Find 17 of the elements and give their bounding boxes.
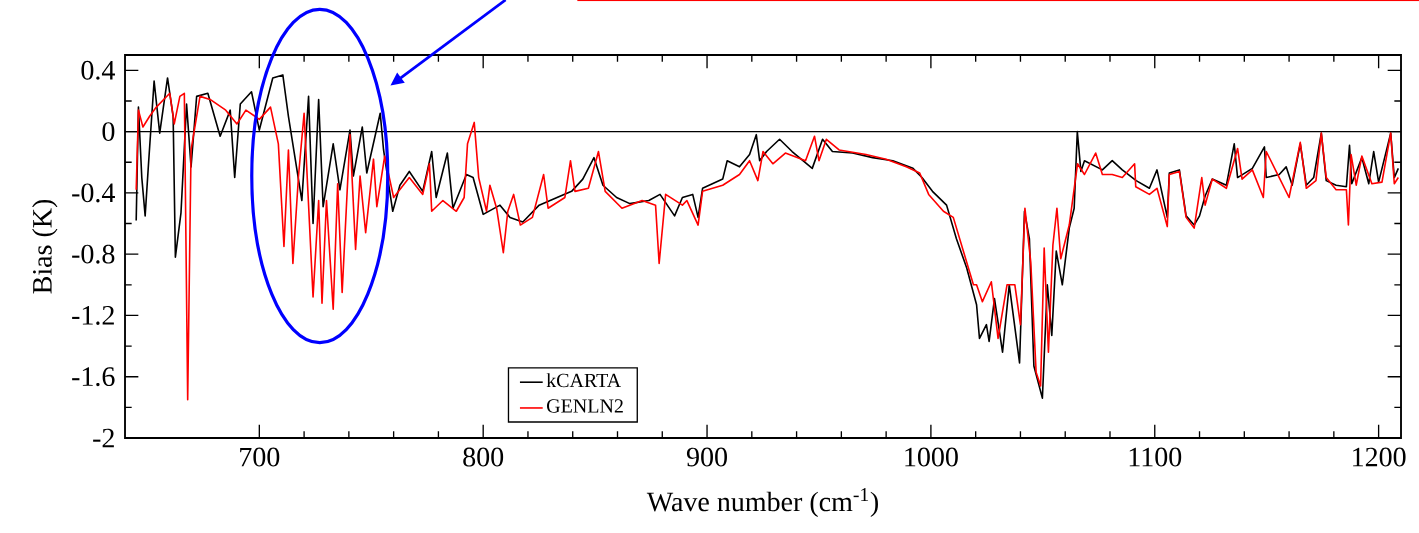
legend-label: GENLN2: [546, 399, 623, 413]
legend-label: kCARTA: [546, 373, 621, 388]
x-tick-label: 700: [240, 447, 280, 467]
x-axis-title: Wave number (cm$^{-1}$): [646, 488, 878, 518]
y-axis-title: Bias (K): [32, 199, 58, 294]
x-tick-label: 900: [686, 447, 727, 467]
x-tick-label: 1000: [905, 447, 958, 467]
y-tick-label: -0.4: [72, 183, 115, 203]
y-tick-label: -0.8: [72, 244, 115, 264]
y-tick-label: -2: [93, 428, 114, 448]
y-tick-label: 0.4: [81, 60, 115, 80]
x-tick-label: 800: [463, 447, 504, 467]
y-tick-label: -1.6: [72, 367, 115, 387]
y-tick-label: -1.2: [72, 305, 114, 325]
x-tick-label: 1200: [1353, 447, 1406, 467]
y-tick-label: 0: [102, 122, 115, 142]
x-tick-label: 1100: [1129, 447, 1182, 467]
